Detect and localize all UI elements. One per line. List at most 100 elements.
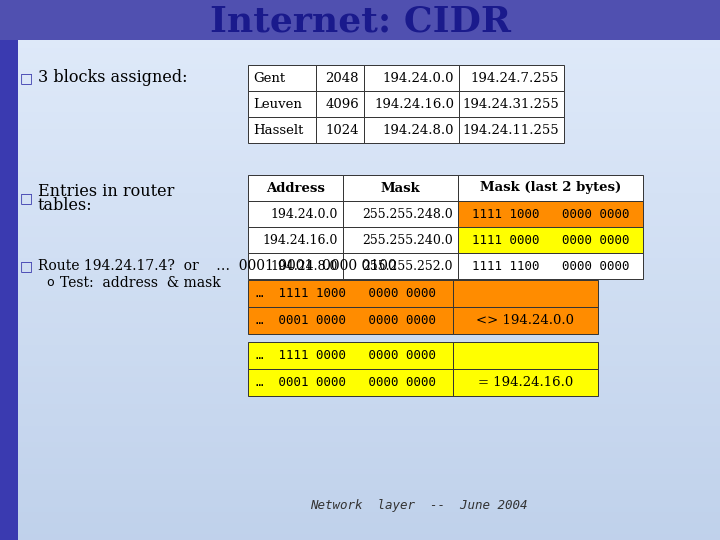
Bar [0,184,720,189]
Bar [248,117,316,143]
Bar [0,324,720,329]
Bar [0,421,720,427]
Bar [248,65,316,91]
Bar [0,346,720,351]
Bar [0,297,720,302]
Text: 194.24.11.255: 194.24.11.255 [462,124,559,137]
Bar [248,175,343,201]
Bar [0,454,720,459]
Text: □: □ [19,259,32,273]
Bar [0,518,720,524]
Text: Leuven: Leuven [253,98,302,111]
Bar [0,97,720,103]
Text: Gent: Gent [253,71,285,84]
Text: 1111 1100   0000 0000: 1111 1100 0000 0000 [472,260,629,273]
Bar [364,117,459,143]
Bar [0,351,720,356]
Bar [458,253,643,279]
Bar [248,369,453,396]
Text: …  1111 0000   0000 0000: … 1111 0000 0000 0000 [256,349,436,362]
Bar [0,108,720,113]
Bar [0,529,720,535]
Bar [453,342,598,369]
Text: 194.24.16.0: 194.24.16.0 [374,98,454,111]
Bar [0,76,720,81]
Bar [0,292,720,297]
Bar [0,535,720,540]
Bar [0,281,720,286]
Bar [316,65,364,91]
Bar [0,486,720,491]
Text: 2048: 2048 [325,71,359,84]
Bar [0,135,720,140]
Text: 255.255.240.0: 255.255.240.0 [362,233,453,246]
Bar [364,65,459,91]
Bar [459,65,564,91]
Bar [0,113,720,119]
Bar [0,464,720,470]
Bar [248,253,343,279]
Bar [0,308,720,313]
Bar [459,91,564,117]
Bar [0,362,720,367]
Bar [0,356,720,362]
Text: Test:  address  & mask: Test: address & mask [60,276,221,290]
Bar [0,54,720,59]
Text: □: □ [19,71,32,85]
Bar [0,103,720,108]
Text: tables:: tables: [38,198,93,214]
Bar [0,497,720,502]
Bar [0,378,720,383]
Bar [0,227,720,232]
Bar [453,280,598,307]
Bar [0,27,720,32]
Text: <> 194.24.0.0: <> 194.24.0.0 [477,314,575,327]
Text: Internet: CIDR: Internet: CIDR [210,4,510,38]
Bar [0,243,720,248]
Bar [0,329,720,335]
Bar [0,373,720,378]
Bar [0,167,720,173]
Bar [0,232,720,238]
Text: 194.24.0.0: 194.24.0.0 [382,71,454,84]
Bar [0,40,18,540]
Bar [0,259,720,265]
Text: 194.24.16.0: 194.24.16.0 [263,233,338,246]
Text: o: o [46,276,53,289]
Bar [0,49,720,54]
Bar [0,65,720,70]
Bar [316,91,364,117]
Bar [459,117,564,143]
Bar [0,194,720,200]
Bar [0,432,720,437]
Text: 194.24.0.0: 194.24.0.0 [271,207,338,220]
Bar [458,201,643,227]
Bar [0,410,720,416]
Text: 194.24.8.0: 194.24.8.0 [271,260,338,273]
Bar [364,91,459,117]
Bar [0,475,720,481]
Bar [0,200,720,205]
Bar [0,11,720,16]
Bar [0,43,720,49]
Bar [0,211,720,216]
Bar [0,0,720,5]
Bar [248,227,343,253]
Bar [0,470,720,475]
Bar [0,448,720,454]
Bar [0,389,720,394]
Bar [248,307,453,334]
Bar [0,340,720,346]
Bar [458,227,643,253]
Bar [343,253,458,279]
Text: 255.255.248.0: 255.255.248.0 [362,207,453,220]
Bar [0,335,720,340]
Bar [0,254,720,259]
Text: Mask (last 2 bytes): Mask (last 2 bytes) [480,181,621,194]
Bar [343,175,458,201]
Bar [248,342,453,369]
Text: Mask: Mask [381,181,420,194]
Bar [0,238,720,243]
Text: □: □ [19,191,32,205]
Bar [0,22,720,27]
